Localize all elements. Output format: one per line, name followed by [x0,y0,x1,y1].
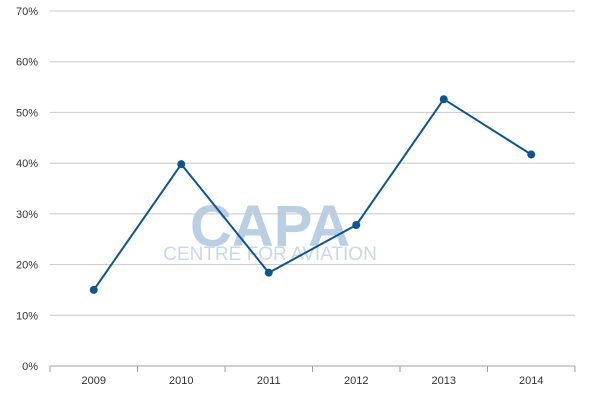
data-point[interactable] [439,95,448,104]
series-group [89,95,536,294]
y-tick-label: 0% [22,361,38,373]
x-tick-label: 2011 [257,375,281,387]
y-tick-label: 70% [16,6,38,18]
y-tick-label: 40% [16,158,38,170]
x-tick-label: 2010 [169,375,193,387]
data-point[interactable] [352,221,361,230]
data-point[interactable] [264,268,273,277]
x-tick-label: 2009 [82,375,106,387]
data-point[interactable] [527,150,536,159]
data-point[interactable] [89,285,98,294]
series-line [92,98,532,291]
capa-watermark: CAPA CENTRE FOR AVIATION [163,194,377,265]
gridlines [50,10,575,316]
watermark-main-text: CAPA [190,194,350,259]
y-tick-label: 10% [16,310,38,322]
y-axis-tick-labels: 0% 10% 20% 30% 40% 50% 60% 70% [16,6,38,373]
y-tick-label: 60% [16,57,38,69]
x-tick-label: 2014 [519,375,543,387]
watermark-sub-text: CENTRE FOR AVIATION [163,244,377,265]
y-tick-label: 30% [16,209,38,221]
x-tick-label: 2012 [344,375,368,387]
y-tick-label: 50% [16,107,38,119]
data-point[interactable] [177,160,186,169]
x-tick-label: 2013 [432,375,456,387]
y-tick-label: 20% [16,260,38,272]
x-axis: 2009 2010 2011 2012 2013 2014 [49,365,576,387]
